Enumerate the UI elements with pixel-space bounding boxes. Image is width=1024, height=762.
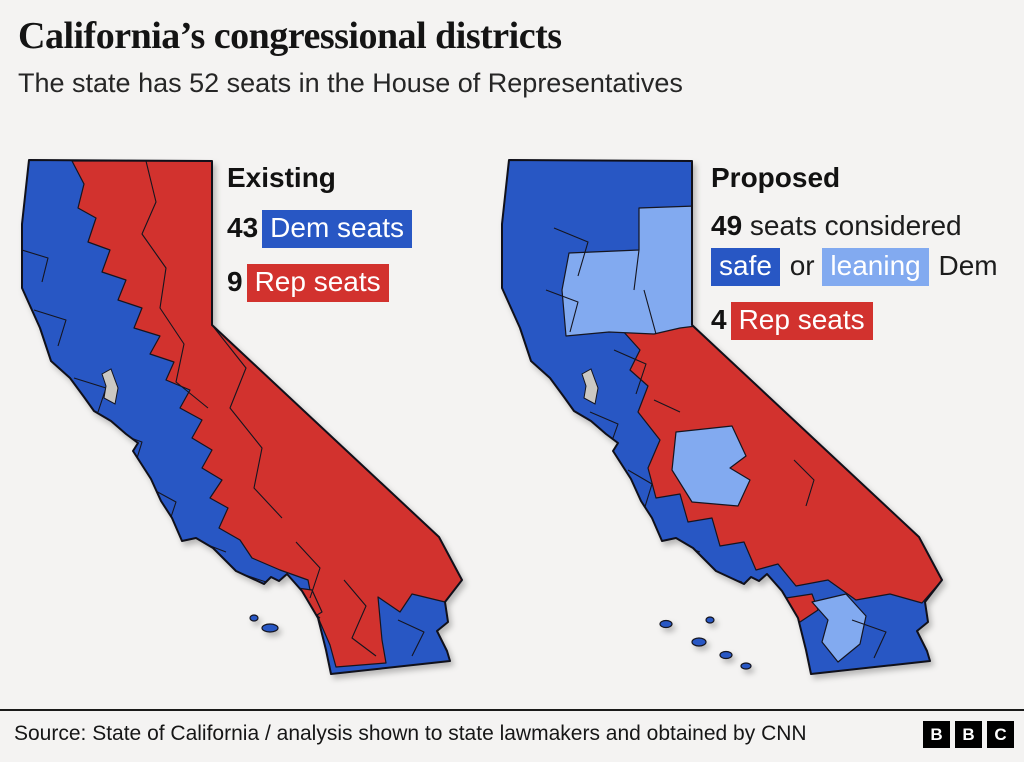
legend-proposed: Proposed 49 seats considered safe or lea… [711, 160, 998, 340]
legend-proposed-line2: safe or leaning Dem [711, 248, 998, 286]
proposed-channel-islands [659, 616, 752, 670]
legend-existing: Existing 43 Dem seats 9 Rep seats [227, 160, 412, 302]
map-proposed [501, 159, 943, 675]
sf-bay [581, 368, 599, 405]
legend-proposed-heading: Proposed [711, 162, 841, 193]
legend-proposed-line1: 49 seats considered [711, 208, 998, 244]
rep-seat-count: 4 [711, 304, 727, 335]
sf-bay [101, 368, 119, 405]
rep-seats-chip: Rep seats [246, 264, 389, 302]
map-existing [21, 159, 463, 675]
page-subtitle: The state has 52 seats in the House of R… [18, 68, 683, 98]
dem-text: Dem [930, 250, 998, 281]
legend-proposed-rep-row: 4 Rep seats [711, 302, 998, 340]
source-attribution: Source: State of California / analysis s… [14, 722, 807, 745]
footer-divider [0, 709, 1024, 711]
proposed-leaning-regions [561, 205, 867, 663]
legend-existing-dem-row: 43 Dem seats [227, 210, 412, 248]
dem-seat-count: 43 [227, 212, 259, 243]
page-title: California’s congressional districts [18, 15, 562, 57]
safe-chip: safe [711, 248, 780, 286]
bbc-logo-letter: B [955, 721, 982, 748]
rep-seat-count: 9 [227, 266, 243, 297]
rep-seats-chip: Rep seats [730, 302, 873, 340]
legend-existing-heading: Existing [227, 162, 336, 193]
leaning-chip: leaning [822, 248, 929, 286]
legend-existing-rep-row: 9 Rep seats [227, 264, 412, 302]
legend-proposed-line1-text: seats considered [742, 210, 962, 241]
bbc-logo-letter: B [923, 721, 950, 748]
existing-channel-islands [249, 614, 279, 633]
or-text: or [781, 250, 823, 281]
bbc-logo: B B C [923, 721, 1014, 748]
dem-seat-count: 49 [711, 210, 743, 241]
dem-seats-chip: Dem seats [262, 210, 412, 248]
bbc-logo-letter: C [987, 721, 1014, 748]
